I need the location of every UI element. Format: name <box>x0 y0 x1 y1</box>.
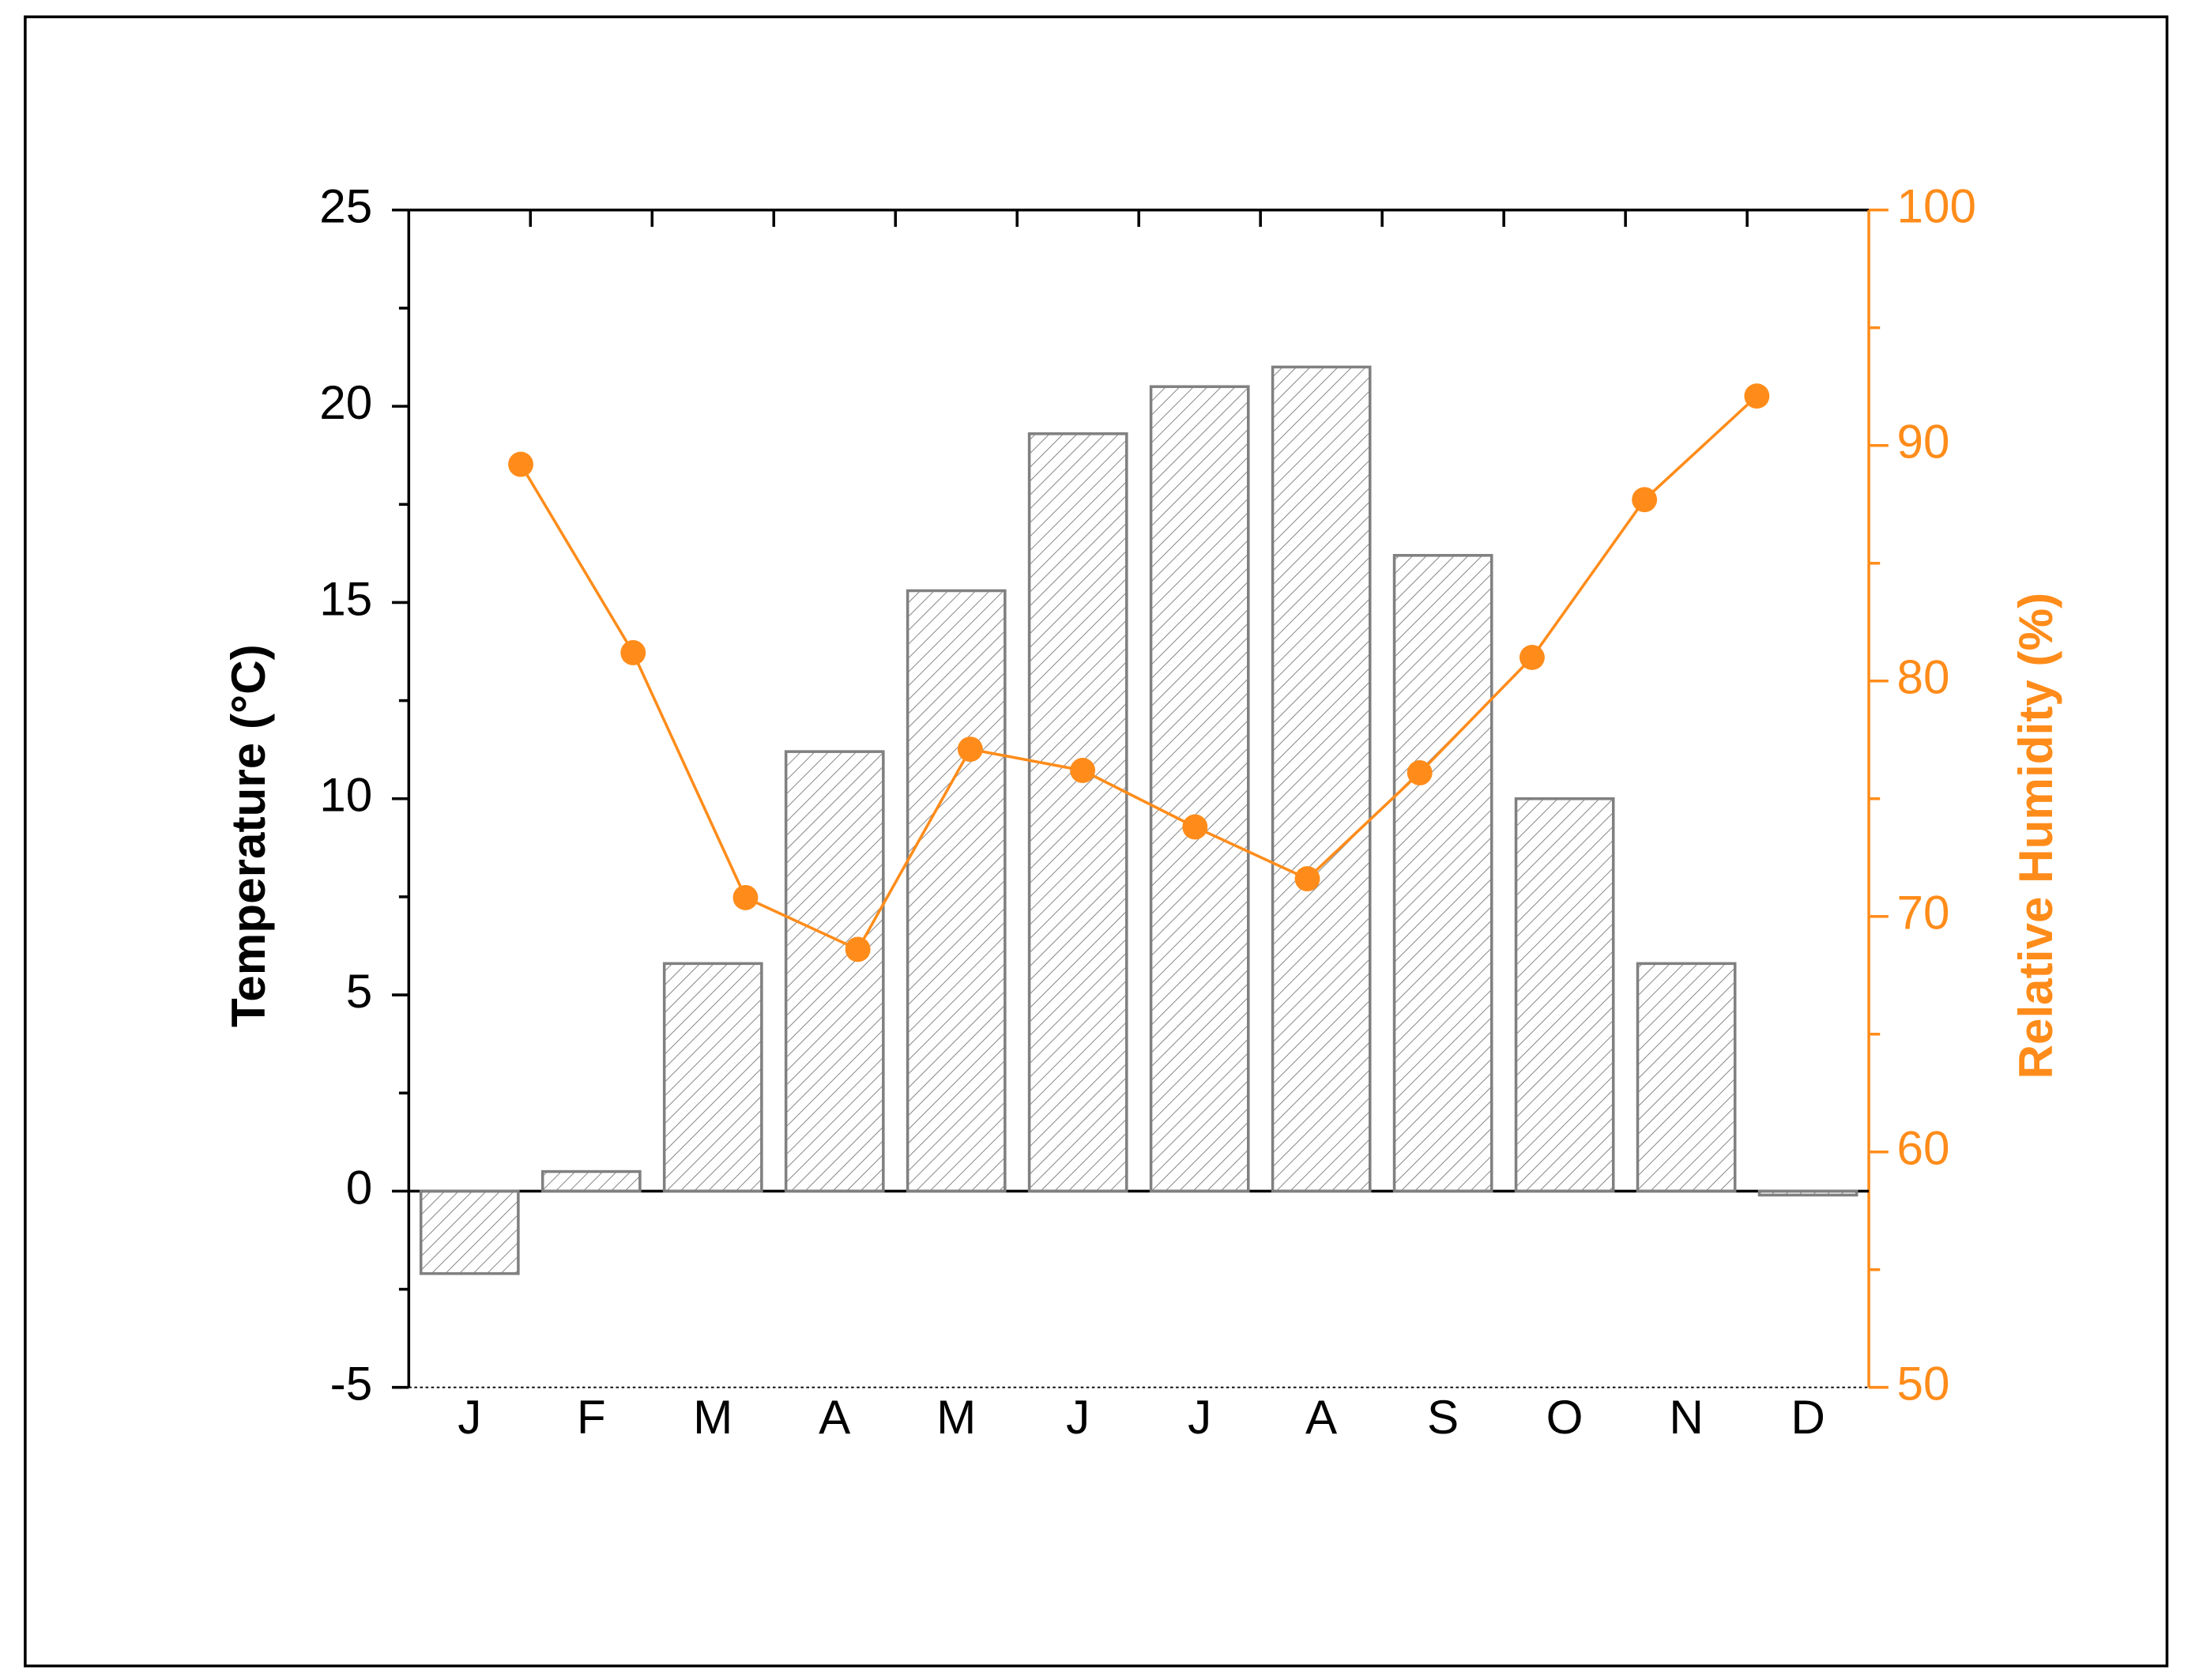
marker <box>1070 758 1096 783</box>
x-tick-label: J <box>1066 1390 1090 1444</box>
bar <box>1027 432 1128 1193</box>
x-tick-label: O <box>1546 1390 1584 1444</box>
y2-axis-title: Relative Humidity (%) <box>2009 593 2062 1079</box>
y-tick-label: 20 <box>319 375 372 429</box>
y2-tick-label: 60 <box>1897 1121 1950 1175</box>
y-tick-label: 5 <box>346 964 373 1018</box>
marker <box>845 936 871 962</box>
bar <box>419 1189 520 1275</box>
x-tick-label: A <box>1305 1390 1338 1444</box>
y-tick-label: -5 <box>330 1357 373 1411</box>
y2-tick-label: 90 <box>1897 415 1950 469</box>
marker <box>1294 866 1320 891</box>
marker <box>508 451 533 477</box>
marker <box>1182 814 1208 840</box>
bar <box>784 750 885 1193</box>
x-tick-label: S <box>1427 1390 1459 1444</box>
bar <box>1392 554 1493 1193</box>
y-axis-title: Temperature (°C) <box>221 644 275 1027</box>
marker <box>1519 645 1545 670</box>
x-tick-label: J <box>1188 1390 1211 1444</box>
bar <box>906 589 1007 1193</box>
marker <box>732 884 759 910</box>
y-tick-label: 10 <box>319 768 372 822</box>
x-tick-label: N <box>1669 1390 1704 1444</box>
bar <box>1149 385 1250 1193</box>
bar <box>662 962 763 1193</box>
y-tick-label: 15 <box>319 571 372 625</box>
x-tick-label: A <box>819 1390 851 1444</box>
y2-tick-label: 50 <box>1897 1357 1950 1411</box>
marker <box>1632 487 1658 513</box>
x-tick-label: M <box>936 1390 976 1444</box>
frame <box>24 15 2169 1668</box>
y2-tick-label: 70 <box>1897 886 1950 940</box>
y-tick-label: 25 <box>319 179 372 233</box>
marker <box>1744 383 1770 409</box>
marker <box>957 736 983 763</box>
marker <box>1407 760 1433 785</box>
y-tick-label: 0 <box>346 1160 373 1214</box>
marker <box>620 640 646 665</box>
bar <box>540 1170 642 1193</box>
line <box>519 394 1758 951</box>
x-tick-label: D <box>1791 1390 1825 1444</box>
y2-tick-label: 80 <box>1897 650 1950 704</box>
x-tick-label: J <box>458 1390 481 1444</box>
bar <box>1271 365 1372 1193</box>
x-tick-label: F <box>577 1390 606 1444</box>
bar <box>1757 1189 1858 1197</box>
y2-tick-label: 100 <box>1897 179 1976 233</box>
bar <box>1514 797 1615 1193</box>
bar <box>1636 962 1737 1193</box>
x-tick-label: M <box>693 1390 732 1444</box>
